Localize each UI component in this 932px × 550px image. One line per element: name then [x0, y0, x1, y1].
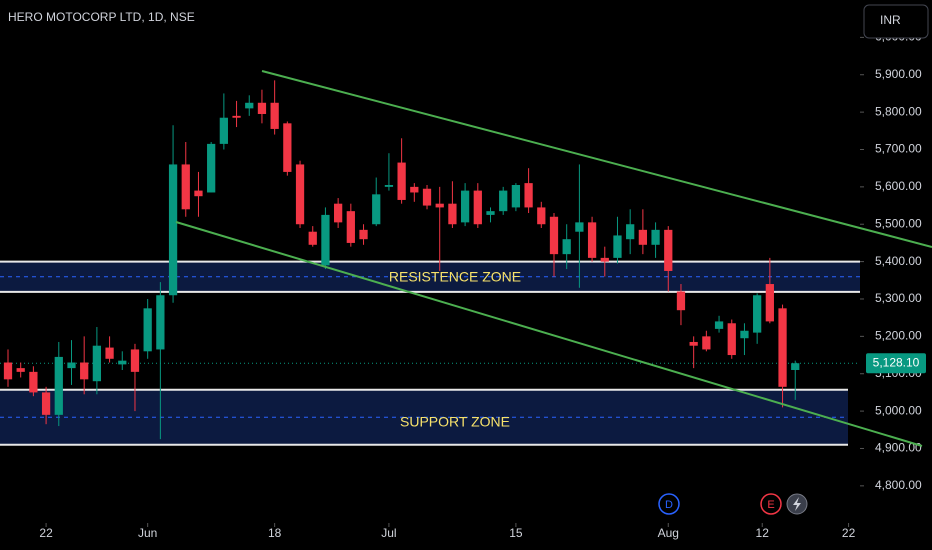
candle-body: [16, 368, 25, 372]
x-tick-label: 22: [39, 526, 53, 540]
candle-body: [765, 284, 774, 322]
candle-body: [638, 229, 647, 245]
candle-body: [562, 239, 571, 255]
candle-body: [181, 164, 190, 210]
candle-body: [283, 123, 292, 172]
trend-line: [175, 221, 923, 447]
last-price-label: 5,128.10: [873, 355, 920, 369]
x-tick-label: Jul: [381, 526, 396, 540]
candle-body: [308, 231, 317, 245]
candle-body: [143, 308, 152, 352]
event-marker-label: E: [767, 499, 774, 511]
candle-body: [257, 102, 267, 114]
candle-body: [295, 164, 305, 225]
x-tick-label: 12: [756, 526, 770, 540]
candle-body: [499, 190, 508, 212]
candle-body: [702, 336, 711, 350]
event-marker-label: D: [665, 499, 673, 511]
candle-body: [727, 323, 736, 356]
y-tick-label: 5,000.00: [875, 403, 922, 417]
y-tick-label: 5,300.00: [875, 291, 922, 305]
y-tick-label: 5,700.00: [875, 142, 922, 156]
candle-body: [334, 203, 343, 223]
candle-body: [3, 362, 13, 380]
candle-body: [676, 291, 686, 311]
candle-body: [156, 295, 165, 350]
x-tick-label: 22: [842, 526, 856, 540]
candle-body: [524, 183, 533, 208]
currency-button: [863, 4, 929, 39]
candle-body: [29, 371, 38, 393]
candle-body: [245, 102, 254, 109]
candle-body: [435, 203, 444, 208]
candle-body: [232, 115, 241, 118]
event-marker: [760, 493, 782, 515]
last-price-box: [866, 353, 926, 374]
lightning-icon: [793, 497, 801, 511]
candle-body: [67, 362, 76, 369]
candle-body: [54, 356, 63, 415]
candle-body: [473, 190, 482, 225]
currency-label: INR: [880, 13, 901, 27]
candle-body: [651, 229, 660, 245]
y-tick-label: 4,800.00: [875, 478, 922, 492]
candle-body: [575, 222, 584, 232]
candle-body: [346, 211, 355, 243]
candle-body: [168, 164, 178, 296]
candle-body: [689, 341, 698, 346]
zone-label: SUPPORT ZONE: [400, 414, 510, 430]
candle-body: [207, 143, 216, 193]
x-tick-label: 15: [509, 526, 523, 540]
y-tick-label: 5,600.00: [875, 179, 922, 193]
candle-body: [41, 392, 51, 415]
candle-body: [270, 102, 279, 129]
candle-body: [372, 194, 381, 225]
y-tick-label: 4,900.00: [875, 441, 922, 455]
candle-body: [600, 257, 609, 262]
candle-body: [384, 184, 394, 187]
trend-line: [261, 70, 932, 248]
candle-body: [511, 184, 521, 208]
candle-body: [778, 308, 787, 387]
candle-body: [626, 224, 635, 240]
zone-label: RESISTENCE ZONE: [389, 269, 521, 285]
y-tick-label: 5,400.00: [875, 254, 922, 268]
y-tick-label: 5,900.00: [875, 67, 922, 81]
candle-body: [613, 235, 622, 258]
event-marker: [658, 493, 680, 515]
candle-body: [714, 321, 724, 329]
candle-body: [92, 345, 102, 382]
y-tick-label: 5,500.00: [875, 216, 922, 230]
candle-body: [549, 216, 559, 255]
candle-body: [740, 330, 749, 339]
candle-body: [321, 214, 330, 266]
candle-body: [460, 190, 470, 223]
y-tick-label: 5,800.00: [875, 104, 922, 118]
candle-body: [194, 190, 203, 197]
candle-body: [486, 211, 495, 215]
candle-body: [105, 347, 114, 359]
candle-body: [753, 295, 762, 333]
candle-body: [359, 229, 368, 240]
y-tick-label: 5,200.00: [875, 329, 922, 343]
zone: [0, 261, 860, 292]
candle-body: [118, 360, 127, 365]
candle-body: [791, 363, 800, 370]
x-tick-label: Aug: [658, 526, 679, 540]
candle-body: [587, 222, 597, 258]
x-tick-label: Jun: [138, 526, 157, 540]
candle-body: [664, 229, 673, 271]
candle-body: [448, 203, 457, 225]
chart-title: HERO MOTOCORP LTD, 1D, NSE: [8, 10, 195, 24]
candle-body: [410, 186, 419, 193]
x-tick-label: 18: [268, 526, 282, 540]
candle-body: [80, 362, 89, 380]
candle-body: [219, 117, 228, 144]
candle-body: [537, 207, 546, 225]
candle-body: [130, 349, 140, 372]
candle-body: [422, 188, 432, 206]
candle-body: [397, 162, 406, 200]
